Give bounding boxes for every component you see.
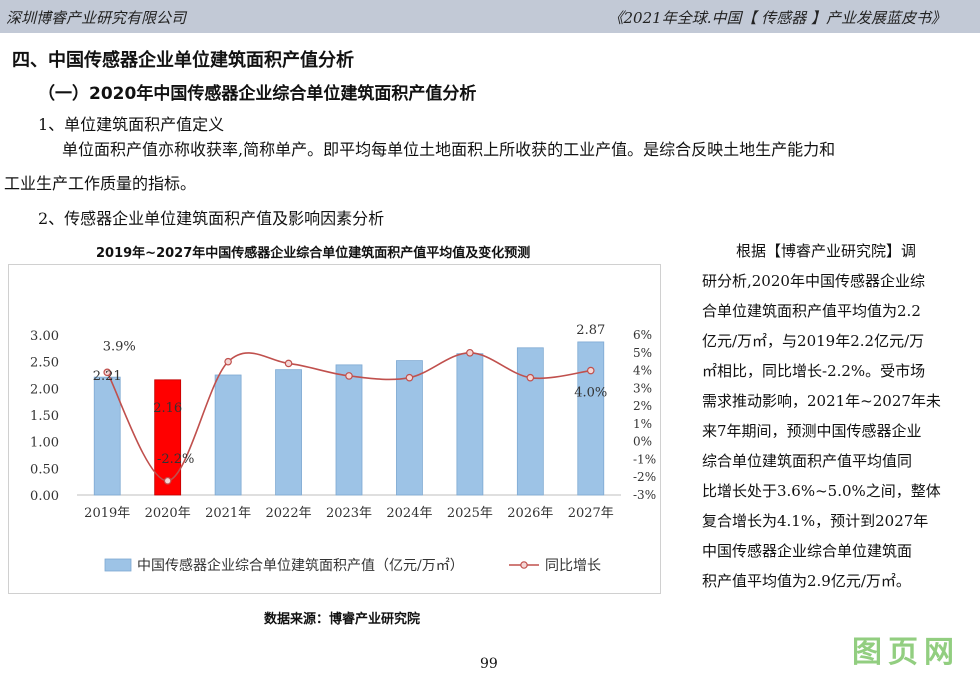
x-tick-label: 2027年 bbox=[568, 506, 614, 521]
side-paragraph-line: 研分析,2020年中国传感器企业综 bbox=[702, 272, 925, 290]
y-left-tick-label: 1.00 bbox=[30, 436, 59, 451]
chart-svg: 0.00 0.50 1.00 1.50 2.00 2.50 3.00 -3% -2% -1% 0% 1… bbox=[30, 323, 656, 574]
chart-title: 2019年~2027年中国传感器企业综合单位建筑面积产值平均值及变化预测 bbox=[96, 246, 531, 261]
line-data-label: -2.2% bbox=[157, 452, 194, 467]
y-left-tick-label: 1.50 bbox=[30, 409, 59, 424]
side-paragraph-line: 积产值平均值为2.9亿元/万㎡。 bbox=[702, 572, 911, 590]
side-paragraph-line: 来7年期间，预测中国传感器企业 bbox=[702, 422, 922, 440]
bar-2021年 bbox=[214, 374, 242, 496]
y-left-tick-label: 3.00 bbox=[30, 329, 59, 344]
x-tick-label: 2022年 bbox=[266, 506, 312, 521]
y-right-tick-label: 4% bbox=[633, 364, 652, 378]
line-data-label: 4.0% bbox=[574, 386, 607, 401]
growth-point-2026年 bbox=[526, 373, 535, 382]
growth-point-2027年 bbox=[586, 366, 595, 375]
section-title: 四、中国传感器企业单位建筑面积产值分析 bbox=[12, 50, 354, 71]
side-paragraph-line: ㎡相比，同比增长-2.2%。受市场 bbox=[702, 362, 926, 380]
side-paragraph-line: 复合增长为4.1%，预计到2027年 bbox=[702, 512, 929, 530]
growth-point-2020年 bbox=[163, 476, 172, 485]
y-right-tick-label: 1% bbox=[633, 417, 652, 431]
side-paragraph-line: 需求推动影响，2021年~2027年未 bbox=[702, 392, 941, 410]
legend-bar-swatch bbox=[104, 558, 132, 572]
growth-point-2021年 bbox=[224, 357, 232, 366]
sub-title: （一）2020年中国传感器企业综合单位建筑面积产值分析 bbox=[38, 84, 477, 104]
x-tick-label: 2024年 bbox=[386, 506, 432, 521]
y-left-tick-label: 0.50 bbox=[30, 462, 59, 477]
legend-line-marker bbox=[520, 561, 528, 569]
y-right-tick-label: -3% bbox=[633, 488, 656, 502]
y-right-tick-label: 6% bbox=[633, 328, 652, 342]
bar-2026年 bbox=[516, 347, 544, 496]
side-paragraph-line: 合单位建筑面积产值平均值为2.2 bbox=[702, 302, 921, 320]
paragraph-line-2: 工业生产工作质量的指标。 bbox=[4, 174, 197, 193]
bar-2023年 bbox=[335, 364, 363, 496]
page-number: 99 bbox=[480, 656, 498, 672]
x-tick-label: 2023年 bbox=[326, 506, 372, 521]
bar-2024年 bbox=[396, 360, 423, 496]
side-paragraph-line: 中国传感器企业综合单位建筑面 bbox=[702, 542, 913, 560]
paragraph-line-1: 单位面积产值亦称收获率,简称单产。即平均每单位土地面积上所收获的工业产值。是综合… bbox=[62, 140, 836, 159]
x-tick-label: 2025年 bbox=[447, 506, 493, 521]
y-left-tick-label: 2.00 bbox=[30, 382, 59, 397]
legend-line-label: 同比增长 bbox=[545, 558, 601, 574]
chart-container: 0.00 0.50 1.00 1.50 2.00 2.50 3.00 -3% -2% -1% 0% 1… bbox=[8, 264, 661, 594]
legend-bar-label: 中国传感器企业综合单位建筑面积产值（亿元/万㎡） bbox=[137, 557, 464, 574]
y-right-tick-label: 2% bbox=[633, 399, 652, 413]
bar-2022年 bbox=[275, 369, 302, 496]
growth-point-2024年 bbox=[405, 373, 414, 382]
bar-2027年 bbox=[577, 341, 605, 496]
y-left-tick-label: 0.00 bbox=[30, 489, 59, 504]
y-left-tick-label: 2.50 bbox=[30, 356, 59, 371]
growth-point-2025年 bbox=[466, 348, 474, 357]
bar-2025年 bbox=[456, 353, 484, 496]
header-company: 深圳博睿产业研究有限公司 bbox=[6, 9, 187, 27]
growth-point-2022年 bbox=[284, 359, 293, 368]
bar-2019年 bbox=[93, 376, 121, 496]
side-paragraph: 根据【博睿产业研究院】调研分析,2020年中国传感器企业综 合单位建筑面积产值平均… bbox=[702, 236, 972, 596]
item-heading-2: 2、传感器企业单位建筑面积产值及影响因素分析 bbox=[38, 209, 385, 228]
x-tick-label: 2019年 bbox=[84, 506, 130, 521]
y-right-tick-label: 0% bbox=[633, 435, 652, 449]
item-heading-1: 1、单位建筑面积产值定义 bbox=[38, 115, 225, 134]
bar-data-label: 2.87 bbox=[576, 323, 605, 338]
x-tick-label: 2021年 bbox=[205, 506, 251, 521]
x-tick-label: 2020年 bbox=[145, 506, 191, 521]
line-data-label: 3.9% bbox=[103, 339, 136, 354]
side-paragraph-line: 根据【博睿产业研究院】调 bbox=[736, 242, 917, 260]
growth-point-2019年 bbox=[103, 368, 112, 377]
header-book-title: 《2021年全球.中国【 传感器 】产业发展蓝皮书》 bbox=[608, 9, 946, 27]
y-right-tick-label: -1% bbox=[633, 452, 656, 466]
x-tick-label: 2026年 bbox=[507, 506, 553, 521]
header-bar bbox=[0, 0, 980, 33]
side-paragraph-line: 综合单位建筑面积产值平均值同 bbox=[702, 452, 913, 470]
chart-source: 数据来源：博睿产业研究院 bbox=[264, 612, 421, 627]
y-right-tick-label: -2% bbox=[633, 470, 656, 484]
bar-data-label: 2.16 bbox=[153, 401, 182, 416]
side-paragraph-line: 比增长处于3.6%~5.0%之间，整体 bbox=[702, 482, 941, 500]
y-right-tick-label: 5% bbox=[633, 346, 652, 360]
growth-point-2023年 bbox=[345, 372, 353, 380]
y-right-tick-label: 3% bbox=[633, 381, 652, 395]
side-paragraph-line: 亿元/万㎡，与2019年2.2亿元/万 bbox=[702, 332, 925, 350]
watermark-logo: 图页网 bbox=[852, 635, 960, 670]
bar-data-label: 2.21 bbox=[93, 369, 122, 384]
